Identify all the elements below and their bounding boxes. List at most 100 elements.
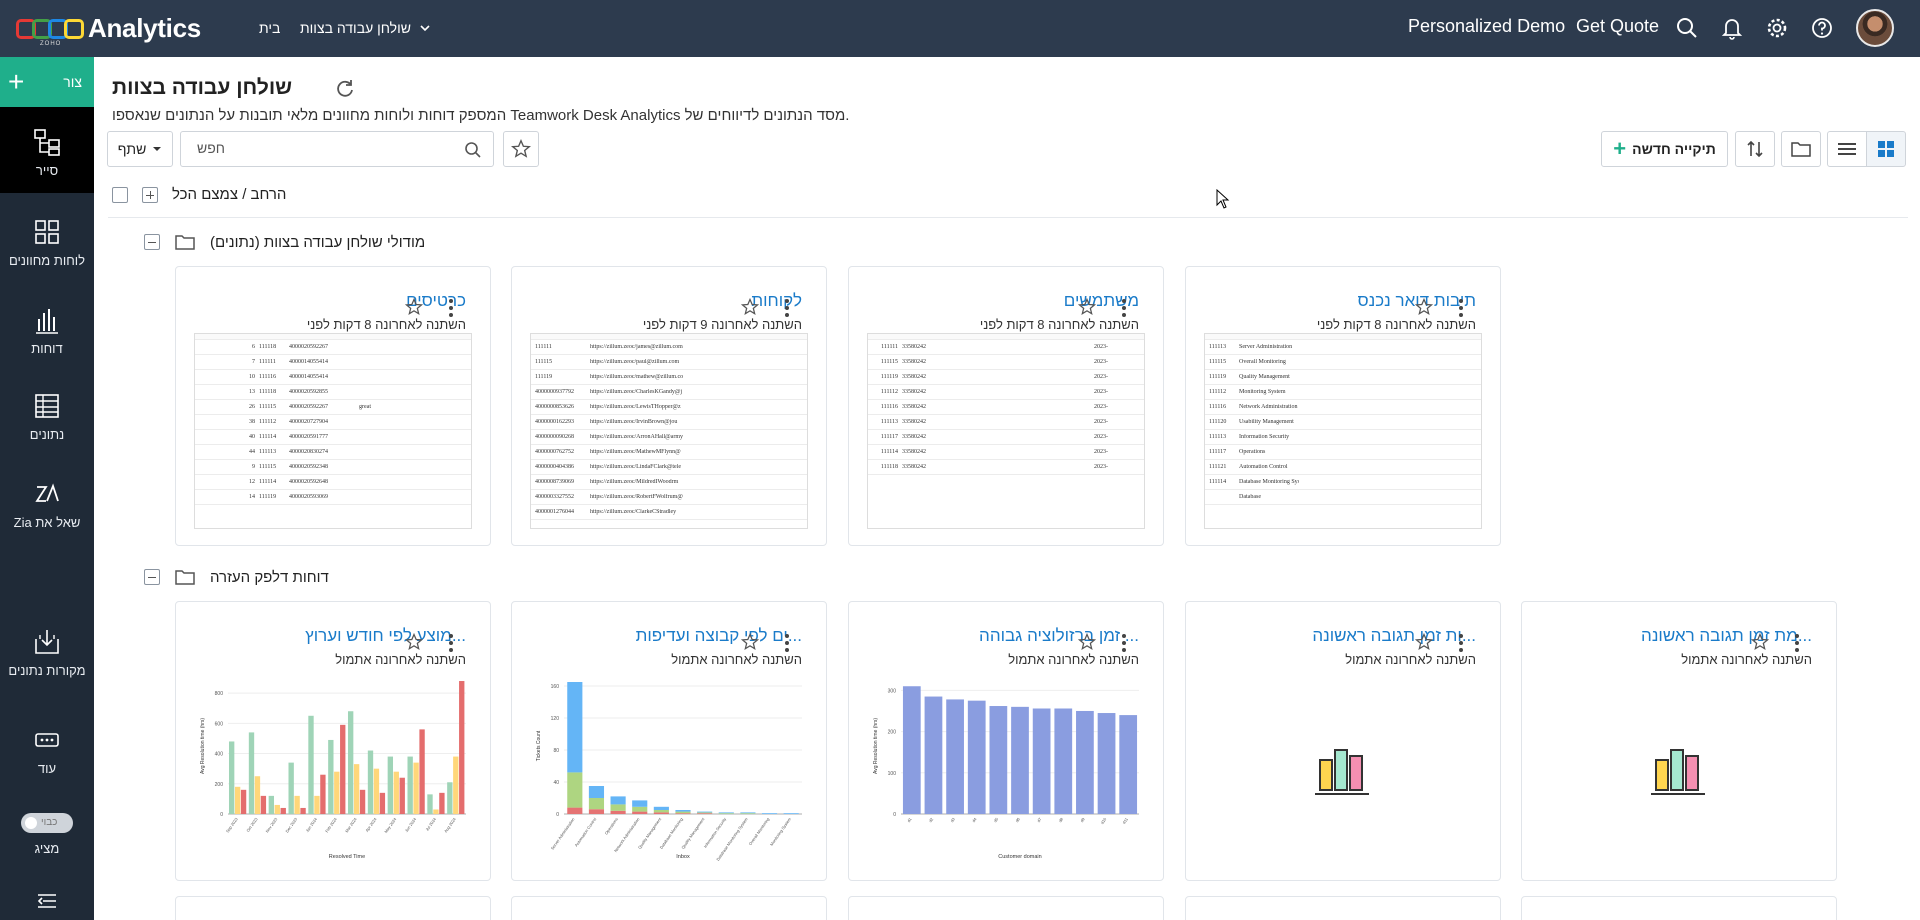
collapse-section-icon[interactable] xyxy=(144,234,160,250)
bar-segment[interactable] xyxy=(783,813,799,814)
new-folder-button[interactable]: + תיקייה חדשה xyxy=(1601,131,1728,167)
star-icon[interactable] xyxy=(404,297,424,317)
bar[interactable] xyxy=(260,795,267,814)
bar-segment[interactable] xyxy=(697,812,713,814)
report-card-title[interactable]: ...מת זמן תגובה ראשונה xyxy=(1641,626,1812,645)
presenter-toggle-icon[interactable]: כבוי xyxy=(21,813,73,833)
refresh-icon[interactable] xyxy=(334,78,356,100)
sidebar-item-data-sources[interactable]: מקורות נתונים xyxy=(0,627,94,678)
bar[interactable] xyxy=(427,794,433,814)
bar[interactable] xyxy=(294,795,300,814)
sidebar-item-explorer[interactable]: סייר xyxy=(0,107,94,193)
bar[interactable] xyxy=(359,789,366,814)
bar-segment[interactable] xyxy=(632,806,648,812)
bar[interactable] xyxy=(228,741,235,814)
bar-segment[interactable] xyxy=(588,786,605,798)
bar-segment[interactable] xyxy=(740,813,756,814)
sort-button[interactable] xyxy=(1735,131,1775,167)
list-view-button[interactable] xyxy=(1827,131,1867,167)
gear-icon[interactable] xyxy=(1764,15,1790,41)
bar[interactable] xyxy=(373,768,380,814)
bar[interactable] xyxy=(989,706,1008,814)
report-card[interactable] xyxy=(848,896,1164,920)
star-icon[interactable] xyxy=(740,632,760,652)
bar-segment[interactable] xyxy=(675,811,691,814)
personalized-demo-link[interactable]: Personalized Demo xyxy=(1408,16,1566,36)
star-icon[interactable] xyxy=(1414,297,1434,317)
bar[interactable] xyxy=(433,809,439,814)
bar[interactable] xyxy=(308,715,314,814)
bar[interactable] xyxy=(268,795,275,814)
sidebar-item-dashboards[interactable]: לוחות מחוונים xyxy=(0,217,94,268)
report-card[interactable] xyxy=(175,896,491,920)
bar[interactable] xyxy=(314,795,320,814)
bar[interactable] xyxy=(280,807,286,814)
report-card[interactable]: ...ים לפי קבוצה ועדיפות השתנה לאחרונה את… xyxy=(511,601,827,881)
report-card[interactable] xyxy=(1185,896,1501,920)
bar-segment[interactable] xyxy=(675,810,691,812)
bar[interactable] xyxy=(447,782,453,814)
bar[interactable] xyxy=(407,756,413,814)
bar[interactable] xyxy=(413,762,419,814)
report-card[interactable]: ...מת זמן תגובה ראשונה השתנה לאחרונה אתמ… xyxy=(1521,601,1837,881)
view-card-title[interactable]: לקוחות xyxy=(751,291,802,310)
report-card-title[interactable]: ...מוצע לפי חודש וערוץ xyxy=(305,626,466,645)
view-card[interactable]: תיבות דואר נכנס השתנה לאחרונה 8 דקות לפנ… xyxy=(1185,266,1501,546)
bar[interactable] xyxy=(248,732,255,814)
bar-segment[interactable] xyxy=(653,812,669,814)
bar-segment[interactable] xyxy=(632,800,648,807)
bar[interactable] xyxy=(1097,713,1116,814)
bar[interactable] xyxy=(367,750,374,814)
bell-icon[interactable] xyxy=(1719,15,1745,41)
more-options-icon[interactable] xyxy=(1454,297,1468,319)
more-options-icon[interactable] xyxy=(780,297,794,319)
report-card[interactable] xyxy=(1521,896,1837,920)
star-icon[interactable] xyxy=(1750,632,1770,652)
more-options-icon[interactable] xyxy=(444,297,458,319)
search-input[interactable] xyxy=(197,140,447,156)
bar-segment[interactable] xyxy=(761,813,778,814)
star-icon[interactable] xyxy=(1077,297,1097,317)
more-options-icon[interactable] xyxy=(780,632,794,654)
view-card[interactable]: כרטיסים השתנה לאחרונה 8 דקות לפני 6 11111… xyxy=(175,266,491,546)
bar[interactable] xyxy=(240,789,247,814)
create-button[interactable]: + צור xyxy=(0,57,94,107)
bar[interactable] xyxy=(254,776,261,814)
expand-all-icon[interactable] xyxy=(142,186,158,203)
select-all-checkbox[interactable] xyxy=(112,186,128,203)
report-card[interactable]: ...ות זמן תגובה ראשונה השתנה לאחרונה אתמ… xyxy=(1185,601,1501,881)
favorites-filter-button[interactable] xyxy=(503,131,539,167)
zoho-analytics-logo[interactable]: ZOHO Analytics xyxy=(16,10,201,47)
folder-section-header[interactable]: דוחות דלפק העזרה xyxy=(144,567,329,587)
more-options-icon[interactable] xyxy=(1117,297,1131,319)
bar-segment[interactable] xyxy=(675,813,691,814)
report-card[interactable] xyxy=(511,896,827,920)
bar-segment[interactable] xyxy=(632,811,648,814)
bar-segment[interactable] xyxy=(653,810,669,813)
report-card[interactable]: ...מוצע לפי חודש וערוץ השתנה לאחרונה אתמ… xyxy=(175,601,491,881)
star-icon[interactable] xyxy=(740,297,760,317)
star-icon[interactable] xyxy=(1414,632,1434,652)
nav-home-link[interactable]: בית xyxy=(259,20,281,36)
bar[interactable] xyxy=(453,756,459,814)
bar[interactable] xyxy=(1076,710,1094,814)
folder-section-header[interactable]: מודולי שולחן עבודה בצוות (נתונים) xyxy=(144,232,425,252)
bar[interactable] xyxy=(379,792,386,814)
view-card-title[interactable]: תיבות דואר נכנס xyxy=(1357,291,1477,310)
more-options-icon[interactable] xyxy=(1117,632,1131,654)
bar-segment[interactable] xyxy=(718,812,734,814)
get-quote-link[interactable]: Get Quote xyxy=(1576,16,1660,36)
bar[interactable] xyxy=(234,786,241,814)
bar[interactable] xyxy=(1032,708,1051,814)
bar[interactable] xyxy=(288,762,294,814)
bar[interactable] xyxy=(334,771,340,814)
view-card[interactable]: משתמשים השתנה לאחרונה 8 דקות לפני 111111… xyxy=(848,266,1164,546)
bar-segment[interactable] xyxy=(588,809,605,814)
report-card[interactable]: ... זמן ברזולוציה גבוהה השתנה לאחרונה את… xyxy=(848,601,1164,881)
sidebar-item-reports[interactable]: דוחות xyxy=(0,305,94,356)
bar[interactable] xyxy=(340,724,346,814)
bar-segment[interactable] xyxy=(697,811,713,813)
bar[interactable] xyxy=(387,756,394,814)
more-options-icon[interactable] xyxy=(1454,632,1468,654)
bar[interactable] xyxy=(439,792,445,814)
